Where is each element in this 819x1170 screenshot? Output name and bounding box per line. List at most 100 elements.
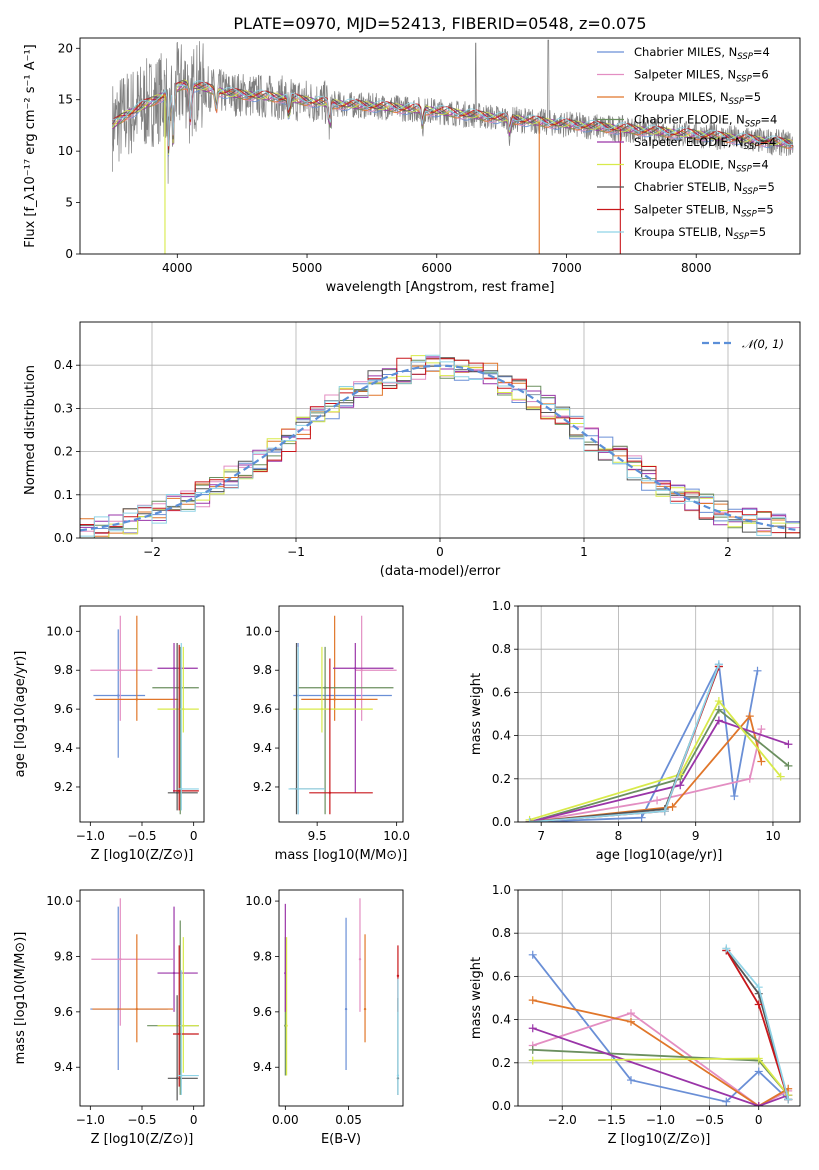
- data-point: [180, 1074, 183, 1077]
- weight-marker: [528, 996, 537, 1005]
- weight-marker: [745, 774, 754, 783]
- data-point: [320, 707, 324, 711]
- axes-frame: 9.5 10.0 9.2 9.4 9.6 9.8 10.0 mass [log10(M/M⊙)…: [245, 605, 410, 863]
- weight-marker: [714, 697, 723, 706]
- data-point: [135, 698, 139, 701]
- legend-label: Salpeter ELODIE, NSSP=4: [634, 135, 776, 152]
- y-tick-label: 0.0: [492, 1099, 511, 1113]
- panel-weight-vs-Z: −2.0 −1.5 −1.0 −0.5 0 0.0 0.2 0.4 0.6 0.8 1.0 Z [lo…: [469, 883, 801, 1147]
- y-tick-label: 0.4: [54, 358, 73, 372]
- plot-area: [528, 944, 793, 1106]
- weight-series-line: [725, 947, 790, 1100]
- panel-weight-vs-age: 7 8 9 10 0.0 0.2 0.4 0.6 0.8 1.0 age [log10(age/yr…: [469, 599, 801, 863]
- data-point: [119, 958, 122, 961]
- weight-series-line: [532, 999, 789, 1106]
- data-point: [172, 667, 176, 670]
- y-tick-label: 10.0: [46, 624, 73, 638]
- model-spectrum-series: [112, 81, 793, 154]
- x-tick-label: 0.05: [335, 1113, 362, 1127]
- y-tick-label: 5: [65, 196, 73, 210]
- weight-marker: [653, 796, 662, 805]
- x-tick-label: −1.5: [597, 1113, 626, 1127]
- x-tick-label: 5000: [292, 261, 323, 275]
- data-point: [178, 789, 181, 793]
- y-tick-label: 0.4: [492, 1013, 511, 1027]
- weight-marker: [784, 1095, 793, 1104]
- x-tick-label: 8: [615, 829, 623, 843]
- x-tick-label: 6000: [421, 261, 452, 275]
- weight-marker: [757, 725, 766, 734]
- y-axis-label: mass [log10(M/M⊙)]: [13, 932, 28, 1065]
- axes-frame: −1.0 −0.5 0 9.4 9.6 9.8 10.0 Z [log10(Z/Z⊙)] mas…: [13, 889, 205, 1147]
- y-tick-label: 0.4: [492, 729, 511, 743]
- weight-marker: [637, 813, 646, 822]
- weight-marker: [626, 1009, 635, 1018]
- weight-marker: [753, 666, 762, 675]
- y-tick-label: 9.6: [253, 702, 272, 716]
- x-tick-label: 9.5: [308, 829, 327, 843]
- axes-frame: 7 8 9 10 0.0 0.2 0.4 0.6 0.8 1.0 age [log10(age/yr…: [469, 599, 801, 863]
- y-tick-label: 0.2: [492, 1056, 511, 1070]
- y-tick-label: 10.0: [245, 894, 272, 908]
- x-axis-label: Z [log10(Z/Z⊙)]: [91, 1132, 194, 1147]
- weight-marker: [676, 781, 685, 790]
- data-point: [328, 791, 332, 795]
- y-tick-label: 9.2: [54, 780, 73, 794]
- y-tick-label: 9.4: [253, 741, 272, 755]
- x-tick-label: 9: [692, 829, 700, 843]
- panel-residuals: −2 −1 0 1 2 0.0 0.1 0.2 0.3 0.4 (data-model)/error…: [23, 321, 801, 579]
- y-tick-label: 0.0: [492, 815, 511, 829]
- weight-marker: [754, 1054, 763, 1063]
- y-tick-label: 0: [65, 247, 73, 261]
- weight-series-line: [725, 950, 790, 1100]
- axes-box: [517, 889, 801, 1107]
- model-spectrum-series: [112, 82, 793, 151]
- data-point: [296, 787, 300, 791]
- axes-box: [517, 605, 801, 823]
- x-axis-label: Z [log10(Z/Z⊙)]: [91, 848, 194, 863]
- x-tick-label: 8000: [681, 261, 712, 275]
- y-tick-label: 0.3: [54, 401, 73, 415]
- data-point: [396, 974, 400, 978]
- x-tick-label: 0: [190, 829, 198, 843]
- data-point: [396, 1074, 400, 1077]
- legend-label: Kroupa ELODIE, NSSP=4: [634, 158, 769, 175]
- x-axis-label: (data-model)/error: [380, 564, 501, 579]
- x-tick-label: −1.0: [646, 1113, 675, 1127]
- y-tick-label: 10.0: [46, 894, 73, 908]
- x-axis-label: age [log10(age/yr)]: [596, 848, 723, 863]
- x-tick-label: 7: [537, 829, 545, 843]
- plot-area: [284, 898, 400, 1095]
- x-tick-label: −2: [143, 545, 161, 559]
- data-point: [180, 787, 183, 791]
- weight-marker: [754, 983, 763, 992]
- weight-marker: [714, 660, 723, 669]
- weight-marker: [757, 757, 766, 766]
- data-point: [344, 1007, 348, 1011]
- legend-label: Salpeter MILES, NSSP=6: [634, 68, 769, 85]
- weight-marker: [722, 944, 731, 953]
- weight-marker: [784, 761, 793, 770]
- data-point: [117, 694, 120, 697]
- panel-mass-vs-Z: −1.0 −0.5 0 9.4 9.6 9.8 10.0 Z [log10(Z/Z⊙)] mas…: [13, 889, 205, 1147]
- weight-marker: [528, 1024, 537, 1033]
- plot-area: [111, 39, 794, 254]
- x-tick-label: 0: [755, 1113, 763, 1127]
- x-tick-label: 0: [190, 1113, 198, 1127]
- weight-marker: [714, 716, 723, 725]
- x-tick-label: −1.0: [76, 1113, 105, 1127]
- x-tick-label: −2.0: [548, 1113, 577, 1127]
- y-tick-label: 9.4: [54, 1060, 73, 1074]
- axes-frame: 0.00 0.05 9.4 9.6 9.8 10.0 E(B-V): [245, 889, 404, 1147]
- y-tick-label: 9.8: [54, 663, 73, 677]
- axes-box: [79, 889, 205, 1107]
- y-tick-label: 0.8: [492, 642, 511, 656]
- x-tick-label: 2: [724, 545, 732, 559]
- y-tick-label: 9.6: [54, 702, 73, 716]
- y-tick-label: 9.8: [253, 663, 272, 677]
- y-axis-label: mass weight: [469, 957, 484, 1039]
- x-tick-label: 1: [580, 545, 588, 559]
- x-axis-label: Z [log10(Z/Z⊙)]: [608, 1132, 711, 1147]
- weight-marker: [754, 1102, 763, 1106]
- x-tick-label: 7000: [551, 261, 582, 275]
